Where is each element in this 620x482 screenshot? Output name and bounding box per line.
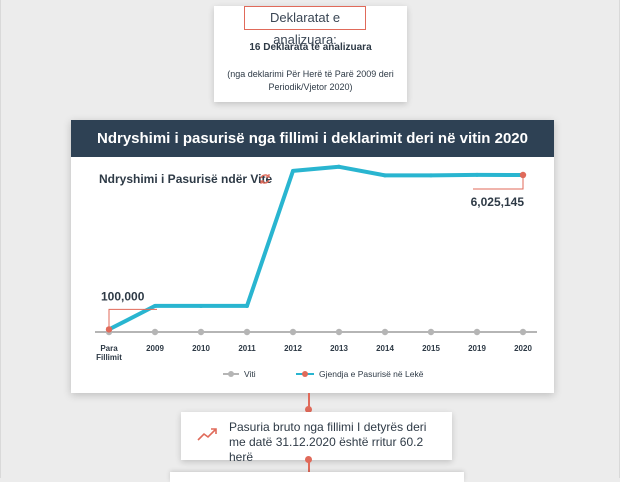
axis-point-8 xyxy=(473,328,481,336)
annotation-leader-0 xyxy=(108,308,157,330)
next-card-edge xyxy=(170,472,464,482)
declarations-card: Deklaratat e analizuara: 16 Deklarata të… xyxy=(214,6,407,102)
annotation-label-end: 6,025,145 xyxy=(471,195,525,209)
declarations-tag: Deklaratat e analizuara: xyxy=(244,6,366,47)
series-point-1 xyxy=(153,303,157,308)
axis-point-2 xyxy=(197,328,205,336)
series-point-8 xyxy=(475,172,479,177)
x-tick-label: Para Fillimit xyxy=(96,344,122,362)
legend-swatch-assets-dot xyxy=(302,371,308,377)
declarations-count: 16 Deklarata të analizuara xyxy=(249,42,372,53)
legend-label-viti: Viti xyxy=(244,369,256,379)
series-point-6 xyxy=(383,173,387,178)
legend-label-assets: Gjendja e Pasurisë në Lekë xyxy=(319,369,424,379)
axis-point-7 xyxy=(427,328,435,336)
axis-point-4 xyxy=(289,328,297,336)
x-tick-label: 2014 xyxy=(376,344,394,353)
trend-up-icon xyxy=(197,428,217,441)
series-point-7 xyxy=(429,173,433,178)
declarations-note: (nga deklarimi Për Herë të Parë 2009 der… xyxy=(227,69,394,92)
x-tick-label: 2013 xyxy=(330,344,348,353)
axis-point-1 xyxy=(151,328,159,336)
connector-line-top xyxy=(308,393,310,412)
axis-point-9 xyxy=(519,328,527,336)
series-line xyxy=(108,164,524,332)
x-tick-label: 2012 xyxy=(284,344,302,353)
refresh-icon xyxy=(260,174,270,184)
x-tick-label: 2020 xyxy=(514,344,532,353)
chart-card: Ndryshimi i pasurisë nga fillimi i dekla… xyxy=(71,120,554,393)
axis-point-3 xyxy=(243,328,251,336)
series-point-2 xyxy=(199,303,203,308)
axis-point-6 xyxy=(381,328,389,336)
connector-dot-bottom xyxy=(305,456,312,463)
connector-line-bottom xyxy=(308,460,310,474)
series-point-3 xyxy=(245,303,249,308)
growth-summary-card: Pasuria bruto nga fillimi I detyrës deri… xyxy=(181,412,452,464)
x-tick-label: 2015 xyxy=(422,344,440,353)
annotation-label-start: 100,000 xyxy=(101,289,145,303)
x-tick-label: 2019 xyxy=(468,344,486,353)
growth-summary-text: Pasuria bruto nga fillimi I detyrës deri… xyxy=(229,420,427,464)
connector-dot-top xyxy=(305,406,312,413)
annotation-leader-1 xyxy=(473,174,524,190)
axis-point-5 xyxy=(335,328,343,336)
x-tick-label: 2010 xyxy=(192,344,210,353)
x-tick-label: 2009 xyxy=(146,344,164,353)
series-point-5 xyxy=(337,164,341,169)
asset-change-chart: Ndryshimi i Pasurisë ndër Vite Para Fillim… xyxy=(95,164,537,379)
chart-header-title: Ndryshimi i pasurisë nga fillimi i dekla… xyxy=(71,120,554,157)
chart-title: Ndryshimi i Pasurisë ndër Vite xyxy=(99,172,273,186)
legend-swatch-viti-dot xyxy=(228,371,234,377)
x-tick-label: 2011 xyxy=(238,344,256,353)
series-point-4 xyxy=(291,168,295,173)
